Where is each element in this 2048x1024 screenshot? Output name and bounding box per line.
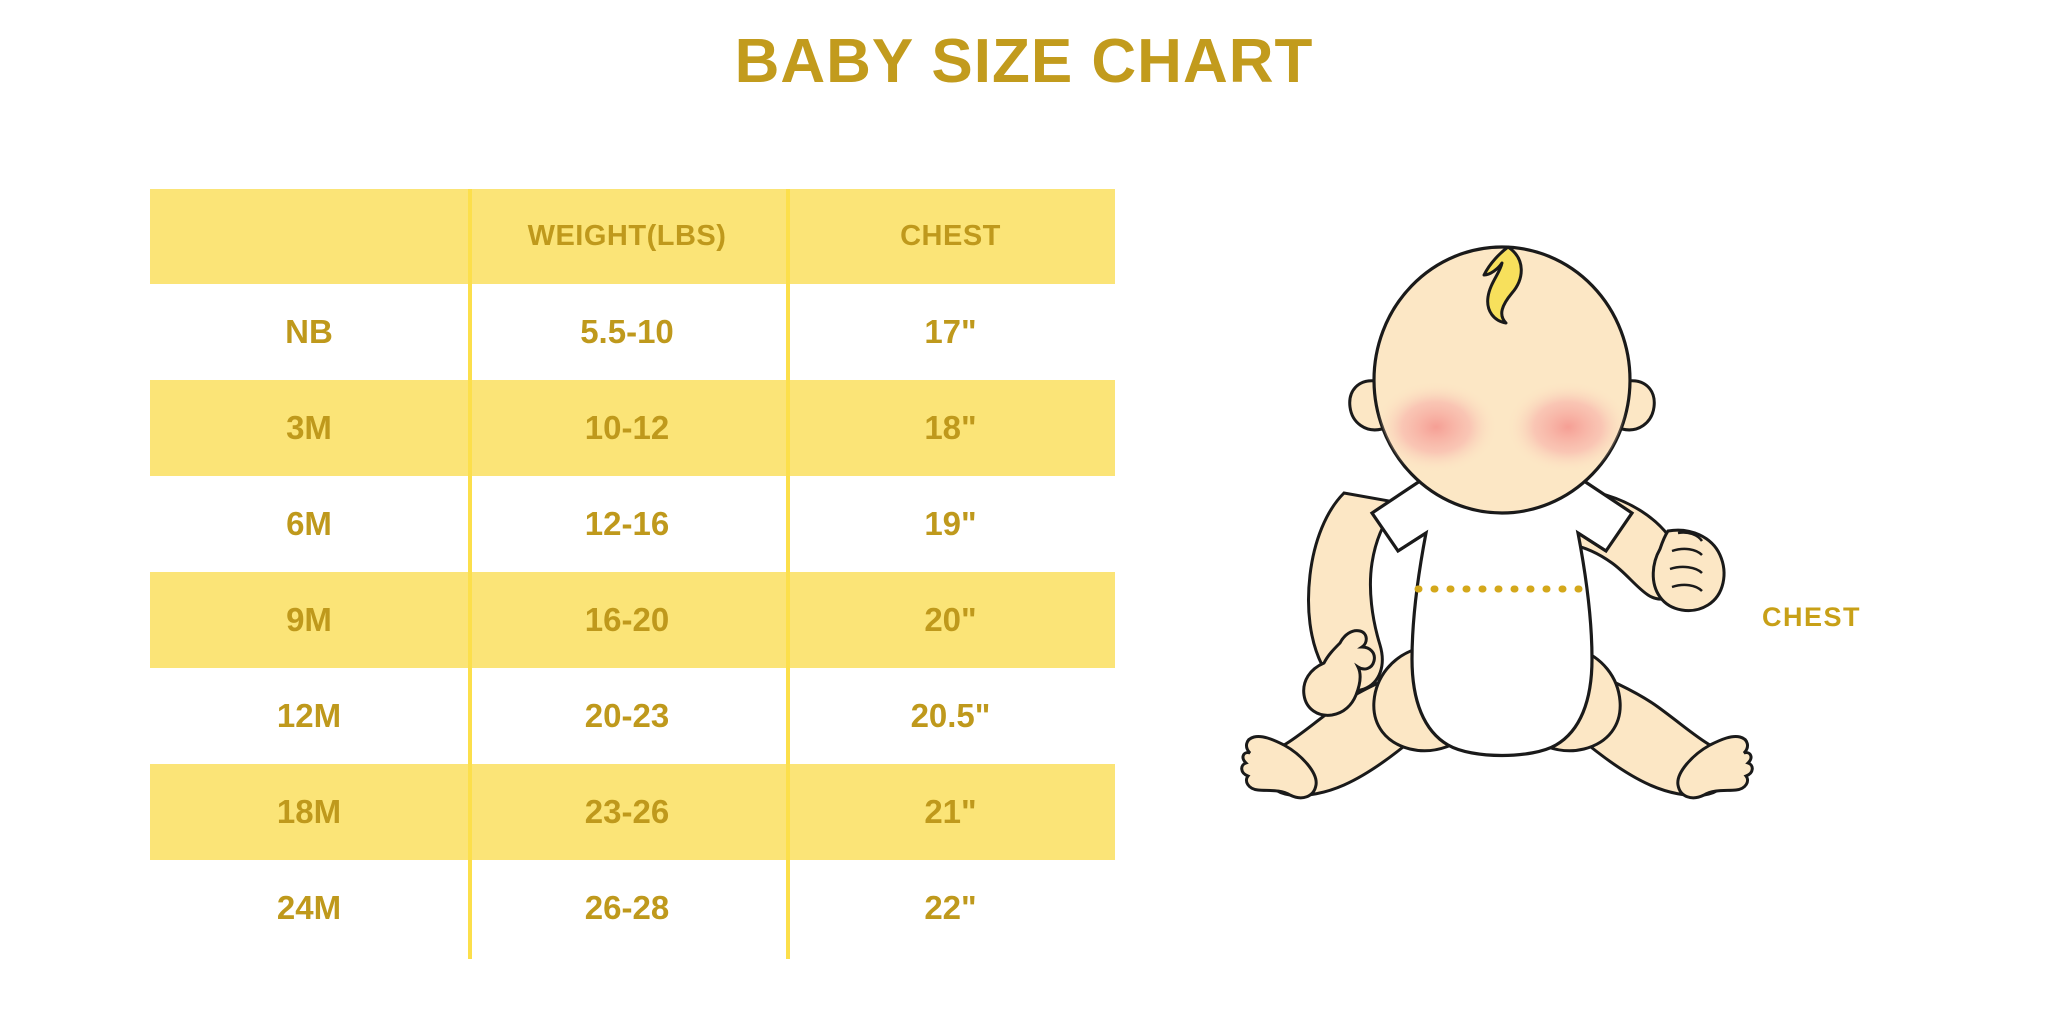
cell-weight: 16-20 [468,572,786,668]
table-row: 18M 23-26 21" [150,764,1115,860]
left-cheek [1374,381,1498,473]
header-cell-weight: WEIGHT(LBS) [468,189,786,284]
table-row: 3M 10-12 18" [150,380,1115,476]
size-chart-table: WEIGHT(LBS) CHEST NB 5.5-10 17" 3M 10-12… [150,189,1115,959]
page-title: BABY SIZE CHART [734,27,1314,96]
table-header-row: WEIGHT(LBS) CHEST [150,189,1115,284]
table-row: 6M 12-16 19" [150,476,1115,572]
cell-chest: 20.5" [786,668,1115,764]
cell-chest: 22" [786,860,1115,956]
cell-size: 18M [150,764,468,860]
right-fist [1651,528,1726,613]
hair-curl [1482,245,1523,325]
column-divider-1 [468,189,472,959]
left-arm [1307,491,1404,693]
cell-chest: 21" [786,764,1115,860]
cell-weight: 20-23 [468,668,786,764]
fist-knuckle-2 [1669,565,1703,574]
cell-size: 3M [150,380,468,476]
cell-chest: 17" [786,284,1115,380]
baby-size-table: WEIGHT(LBS) CHEST NB 5.5-10 17" 3M 10-12… [150,189,1115,956]
hair-curl-shape [1482,245,1523,325]
cell-size: 6M [150,476,468,572]
right-cheek [1506,381,1630,473]
fist-knuckle-3 [1671,583,1703,592]
baby-head [1372,245,1632,515]
right-foot [1676,735,1754,800]
cell-weight: 5.5-10 [468,284,786,380]
column-divider-2 [786,189,790,959]
fist-knuckle-1 [1671,547,1703,556]
cell-size: 12M [150,668,468,764]
cell-size: NB [150,284,468,380]
header-cell-chest: CHEST [786,189,1115,284]
baby-illustration [1240,245,1760,885]
left-foot [1240,735,1318,800]
cell-weight: 23-26 [468,764,786,860]
table-row: NB 5.5-10 17" [150,284,1115,380]
fist-thumb [1677,531,1704,542]
cell-weight: 10-12 [468,380,786,476]
table-row: 12M 20-23 20.5" [150,668,1115,764]
table-row: 24M 26-28 22" [150,860,1115,956]
cell-chest: 19" [786,476,1115,572]
table-row: 9M 16-20 20" [150,572,1115,668]
sleeve-seam-right [1577,531,1607,553]
baby-figure-svg [1240,245,1754,800]
chest-measurement-label: CHEST [1762,602,1862,632]
cell-chest: 20" [786,572,1115,668]
cell-weight: 12-16 [468,476,786,572]
cell-chest: 18" [786,380,1115,476]
left-hand [1302,629,1376,717]
cell-weight: 26-28 [468,860,786,956]
cell-size: 9M [150,572,468,668]
cheeks-group [1374,381,1630,473]
header-cell-size [150,189,468,284]
sleeve-seam-left [1397,531,1427,553]
cell-size: 24M [150,860,468,956]
